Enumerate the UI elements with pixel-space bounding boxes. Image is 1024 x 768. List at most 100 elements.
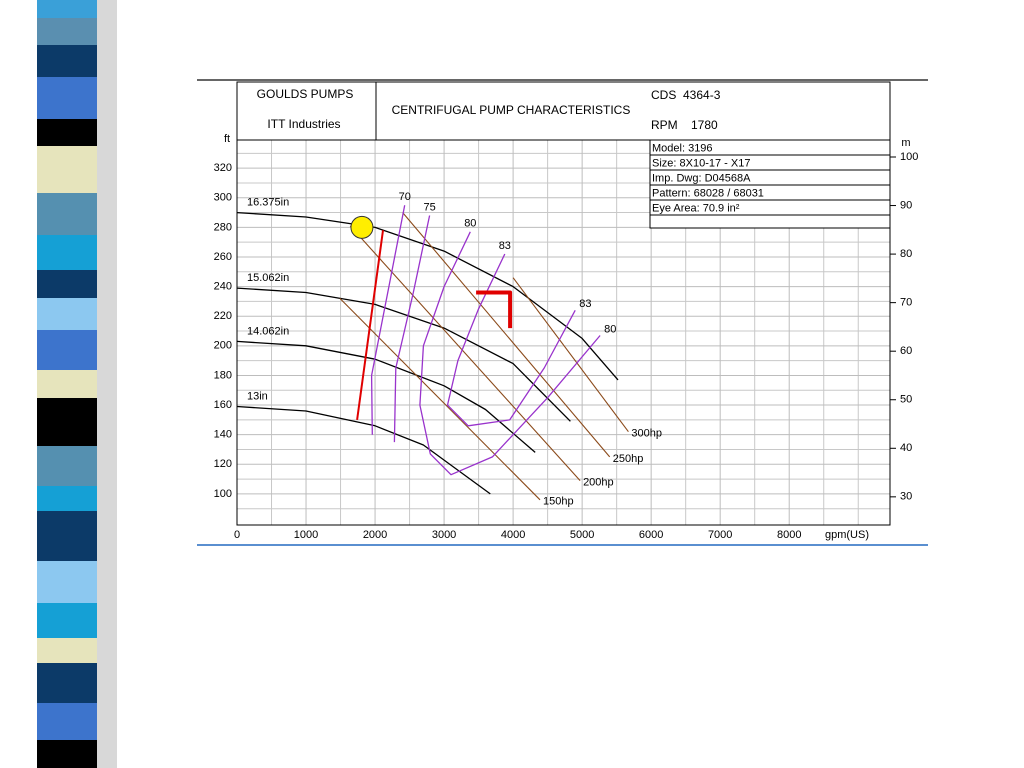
y-tick-label: 200 (214, 340, 232, 352)
stripe (37, 298, 97, 330)
stripe (37, 638, 97, 663)
stripe (37, 330, 97, 370)
info-row (649, 214, 891, 229)
y-tick-label: 240 (214, 281, 232, 293)
y2-tick-label: 60 (900, 345, 912, 357)
info-text: Imp. Dwg: D04568A (652, 172, 751, 184)
x-tick-label: 4000 (501, 529, 525, 541)
stripe (37, 270, 97, 298)
curve-label: 83 (499, 240, 511, 252)
curve (393, 215, 431, 443)
y-tick-label: 140 (214, 429, 232, 441)
curve-label: 16.375in (247, 196, 289, 208)
rpm: RPM 1780 (651, 118, 718, 132)
header-box: GOULDS PUMPS ITT Industries CENTRIFUGAL … (236, 81, 891, 141)
y2-tick-label: 90 (900, 199, 912, 211)
curve-label: 15.062in (247, 272, 289, 284)
stripe (37, 235, 97, 270)
decorative-stripe (37, 0, 117, 768)
y-tick-label: 100 (214, 488, 232, 500)
x-tick-label: 5000 (570, 529, 594, 541)
y-tick-label: 280 (214, 221, 232, 233)
y2-tick-label: 30 (900, 491, 912, 503)
stripe (37, 18, 97, 45)
info-text: Model: 3196 (652, 142, 713, 154)
curve-label: 200hp (583, 476, 614, 488)
y-tick-label: 160 (214, 399, 232, 411)
curve (236, 287, 571, 422)
stripe (37, 0, 97, 18)
y-tick-label: 180 (214, 369, 232, 381)
stripe (37, 398, 97, 446)
stripe (37, 740, 97, 768)
y-tick-label: 220 (214, 310, 232, 322)
x-tick-label: 7000 (708, 529, 732, 541)
curve-label: 80 (464, 218, 476, 230)
curve (370, 205, 406, 435)
info-text: Pattern: 68028 / 68031 (652, 187, 764, 199)
company: ITT Industries (267, 117, 340, 131)
stripe (37, 486, 97, 511)
curve (512, 277, 629, 433)
y-axis-label: ft (224, 133, 230, 145)
curve-label: 70 (399, 191, 411, 203)
stripe (37, 45, 97, 77)
y2-axis-label: m (901, 137, 910, 149)
stripe (37, 561, 97, 603)
curve-number: CDS 4364-3 (651, 88, 721, 102)
maker: GOULDS PUMPS (257, 87, 354, 101)
x-tick-label: 6000 (639, 529, 663, 541)
y-tick-label: 300 (214, 192, 232, 204)
curve-label: 300hp (631, 428, 662, 440)
x-tick-label: 2000 (363, 529, 387, 541)
x-tick-label: 0 (234, 529, 240, 541)
chart-title: CENTRIFUGAL PUMP CHARACTERISTICS (392, 103, 631, 117)
curves: 16.375in 15.062in 14.062in 13in 300hp 250hp 20… (236, 191, 662, 508)
stripe (37, 446, 97, 486)
stripe (37, 370, 97, 398)
x-tick-label: 1000 (294, 529, 318, 541)
y2-tick-label: 50 (900, 394, 912, 406)
info-text: Size: 8X10-17 - X17 (652, 157, 750, 169)
stripe (37, 77, 97, 119)
stripe (37, 193, 97, 235)
y-tick-label: 320 (214, 162, 232, 174)
curve-label: 13in (247, 390, 268, 402)
curve (349, 225, 581, 481)
stripe (37, 663, 97, 703)
curve-label: 14.062in (247, 325, 289, 337)
y2-tick-label: 100 (900, 151, 918, 163)
stripe (37, 146, 97, 193)
y-tick-label: 260 (214, 251, 232, 263)
curve-label: 83 (579, 298, 591, 310)
curve (446, 253, 576, 427)
x-tick-label: 3000 (432, 529, 456, 541)
curve (402, 212, 611, 458)
info-text: Eye Area: 70.9 in² (652, 202, 740, 214)
header-frame (236, 81, 891, 141)
curve (419, 231, 601, 476)
x-tick-label: 8000 (777, 529, 801, 541)
y2-tick-label: 70 (900, 297, 912, 309)
plot-frame (236, 139, 891, 526)
curve (236, 211, 619, 381)
stripe-shadow (97, 0, 117, 768)
stripe (37, 603, 97, 638)
y-tick-label: 120 (214, 458, 232, 470)
highlight-line (356, 230, 384, 421)
curve-label: 250hp (613, 453, 644, 465)
curve-label: 150hp (543, 496, 574, 508)
info-table: Model: 3196 Size: 8X10-17 - X17 Imp. Dwg: … (649, 139, 891, 229)
stripe (37, 511, 97, 561)
curve-label: 75 (423, 201, 435, 213)
curve (236, 405, 491, 495)
y2-tick-label: 40 (900, 442, 912, 454)
stripe (37, 703, 97, 740)
operating-point (350, 215, 374, 239)
highlight-line (476, 290, 513, 329)
curve (236, 340, 536, 453)
y2-tick-label: 80 (900, 248, 912, 260)
curve-label: 80 (604, 323, 616, 335)
